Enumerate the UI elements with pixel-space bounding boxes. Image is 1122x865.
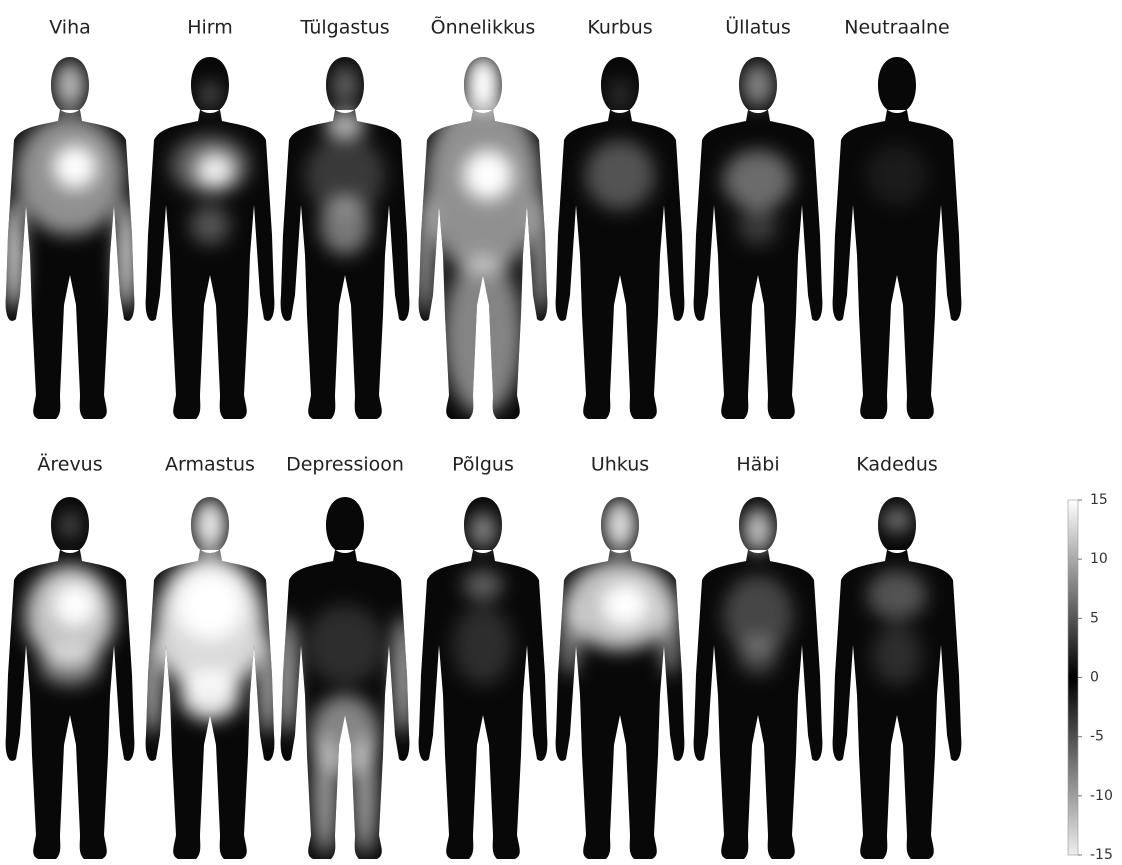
heat-blob	[872, 625, 922, 685]
colorbar-tick-label: -5	[1090, 729, 1104, 745]
body-silhouette	[556, 57, 685, 419]
heat-blob	[180, 670, 240, 720]
body-map	[6, 497, 135, 859]
heat-blob	[195, 152, 235, 188]
body-map	[556, 57, 685, 419]
panel-label: Armastus	[165, 454, 255, 476]
body-map	[833, 497, 962, 859]
heat-blob	[743, 508, 773, 552]
panel-label: Õnnelikkus	[431, 16, 536, 39]
colorbar-tick-label: 0	[1090, 670, 1099, 686]
body-heat	[560, 499, 680, 675]
heat-blob	[53, 583, 97, 627]
body-silhouette	[833, 57, 962, 419]
heat-blob	[882, 508, 912, 532]
panel-label: Häbi	[736, 454, 779, 476]
panel-label: Kadedus	[856, 454, 938, 476]
heat-blob	[867, 570, 927, 620]
heat-blob	[453, 605, 513, 685]
body-heat	[416, 55, 550, 415]
heat-blob	[305, 135, 385, 215]
heat-blob	[117, 200, 135, 310]
heat-blob	[463, 150, 513, 200]
body-maps-figure: Viha Hirm Tülgastus Õnnelikkus Kurbus Üllatus…	[0, 0, 1122, 865]
body-map	[416, 55, 550, 419]
heat-blob	[40, 645, 100, 685]
body-map	[5, 57, 135, 419]
heat-blob	[867, 145, 927, 205]
body-map	[146, 57, 275, 419]
heat-blob	[394, 615, 412, 735]
panel-label: Põlgus	[452, 454, 514, 476]
heat-blob	[560, 595, 580, 675]
colorbar-tick-label: 15	[1090, 492, 1108, 508]
colorbar-tick-label: -10	[1090, 788, 1113, 804]
heat-blob	[603, 499, 637, 551]
panel-label: Tülgastus	[299, 17, 389, 39]
heat-blob	[443, 255, 523, 415]
heat-blob	[353, 735, 377, 855]
body-silhouette	[556, 497, 685, 859]
heat-blob	[416, 195, 434, 315]
heat-blob	[723, 150, 793, 210]
heat-blob	[469, 512, 497, 548]
body-map	[556, 497, 685, 859]
body-silhouette	[694, 497, 823, 859]
panel-label: Neutraalne	[844, 17, 950, 39]
heat-blob	[660, 595, 680, 675]
heat-blob	[278, 615, 296, 735]
heat-blob	[585, 140, 655, 210]
heat-blob	[54, 61, 86, 109]
heat-blob	[738, 205, 778, 245]
heat-blob	[738, 635, 778, 675]
heat-blob	[143, 635, 161, 735]
heat-blob	[601, 583, 649, 627]
heat-blob	[532, 195, 550, 315]
heat-blob	[259, 635, 277, 735]
body-map	[143, 497, 277, 859]
heat-blob	[5, 200, 23, 310]
heat-blob	[463, 570, 503, 600]
heat-blob	[608, 79, 632, 111]
heat-blob	[198, 81, 222, 109]
heat-blob	[331, 65, 359, 105]
heat-blob	[53, 145, 97, 189]
heat-blob	[175, 570, 245, 640]
heat-blob	[305, 605, 385, 685]
colorbar-tick-label: 5	[1090, 610, 1099, 626]
heat-blobs	[416, 55, 550, 415]
colorbar-tick-label: -15	[1090, 847, 1113, 863]
panel-label: Uhkus	[591, 454, 649, 476]
body-map	[833, 57, 962, 419]
body-silhouette	[6, 57, 135, 419]
body-heat	[867, 145, 927, 205]
panel-label: Depressioon	[286, 454, 404, 476]
panel-label: Viha	[49, 17, 91, 39]
heat-blob	[193, 499, 227, 551]
heat-blob	[58, 511, 82, 539]
body-map	[694, 57, 823, 419]
panel-label: Üllatus	[725, 16, 791, 39]
body-heat	[143, 499, 277, 735]
panel-label: Hirm	[187, 17, 233, 39]
heat-blobs	[560, 499, 680, 675]
body-map	[278, 497, 412, 859]
colorbar	[1068, 500, 1078, 855]
body-map	[694, 497, 823, 859]
panel-label: Ärevus	[37, 453, 102, 476]
heat-blobs	[143, 499, 277, 735]
heat-blobs	[867, 145, 927, 205]
body-map	[281, 57, 410, 419]
heat-blob	[190, 205, 230, 245]
panel-label: Kurbus	[587, 17, 652, 39]
heat-blob	[742, 63, 774, 107]
colorbar-tick-label: 10	[1090, 551, 1108, 567]
heat-blob	[313, 735, 337, 855]
body-map	[419, 497, 548, 859]
heat-blob	[325, 111, 365, 139]
